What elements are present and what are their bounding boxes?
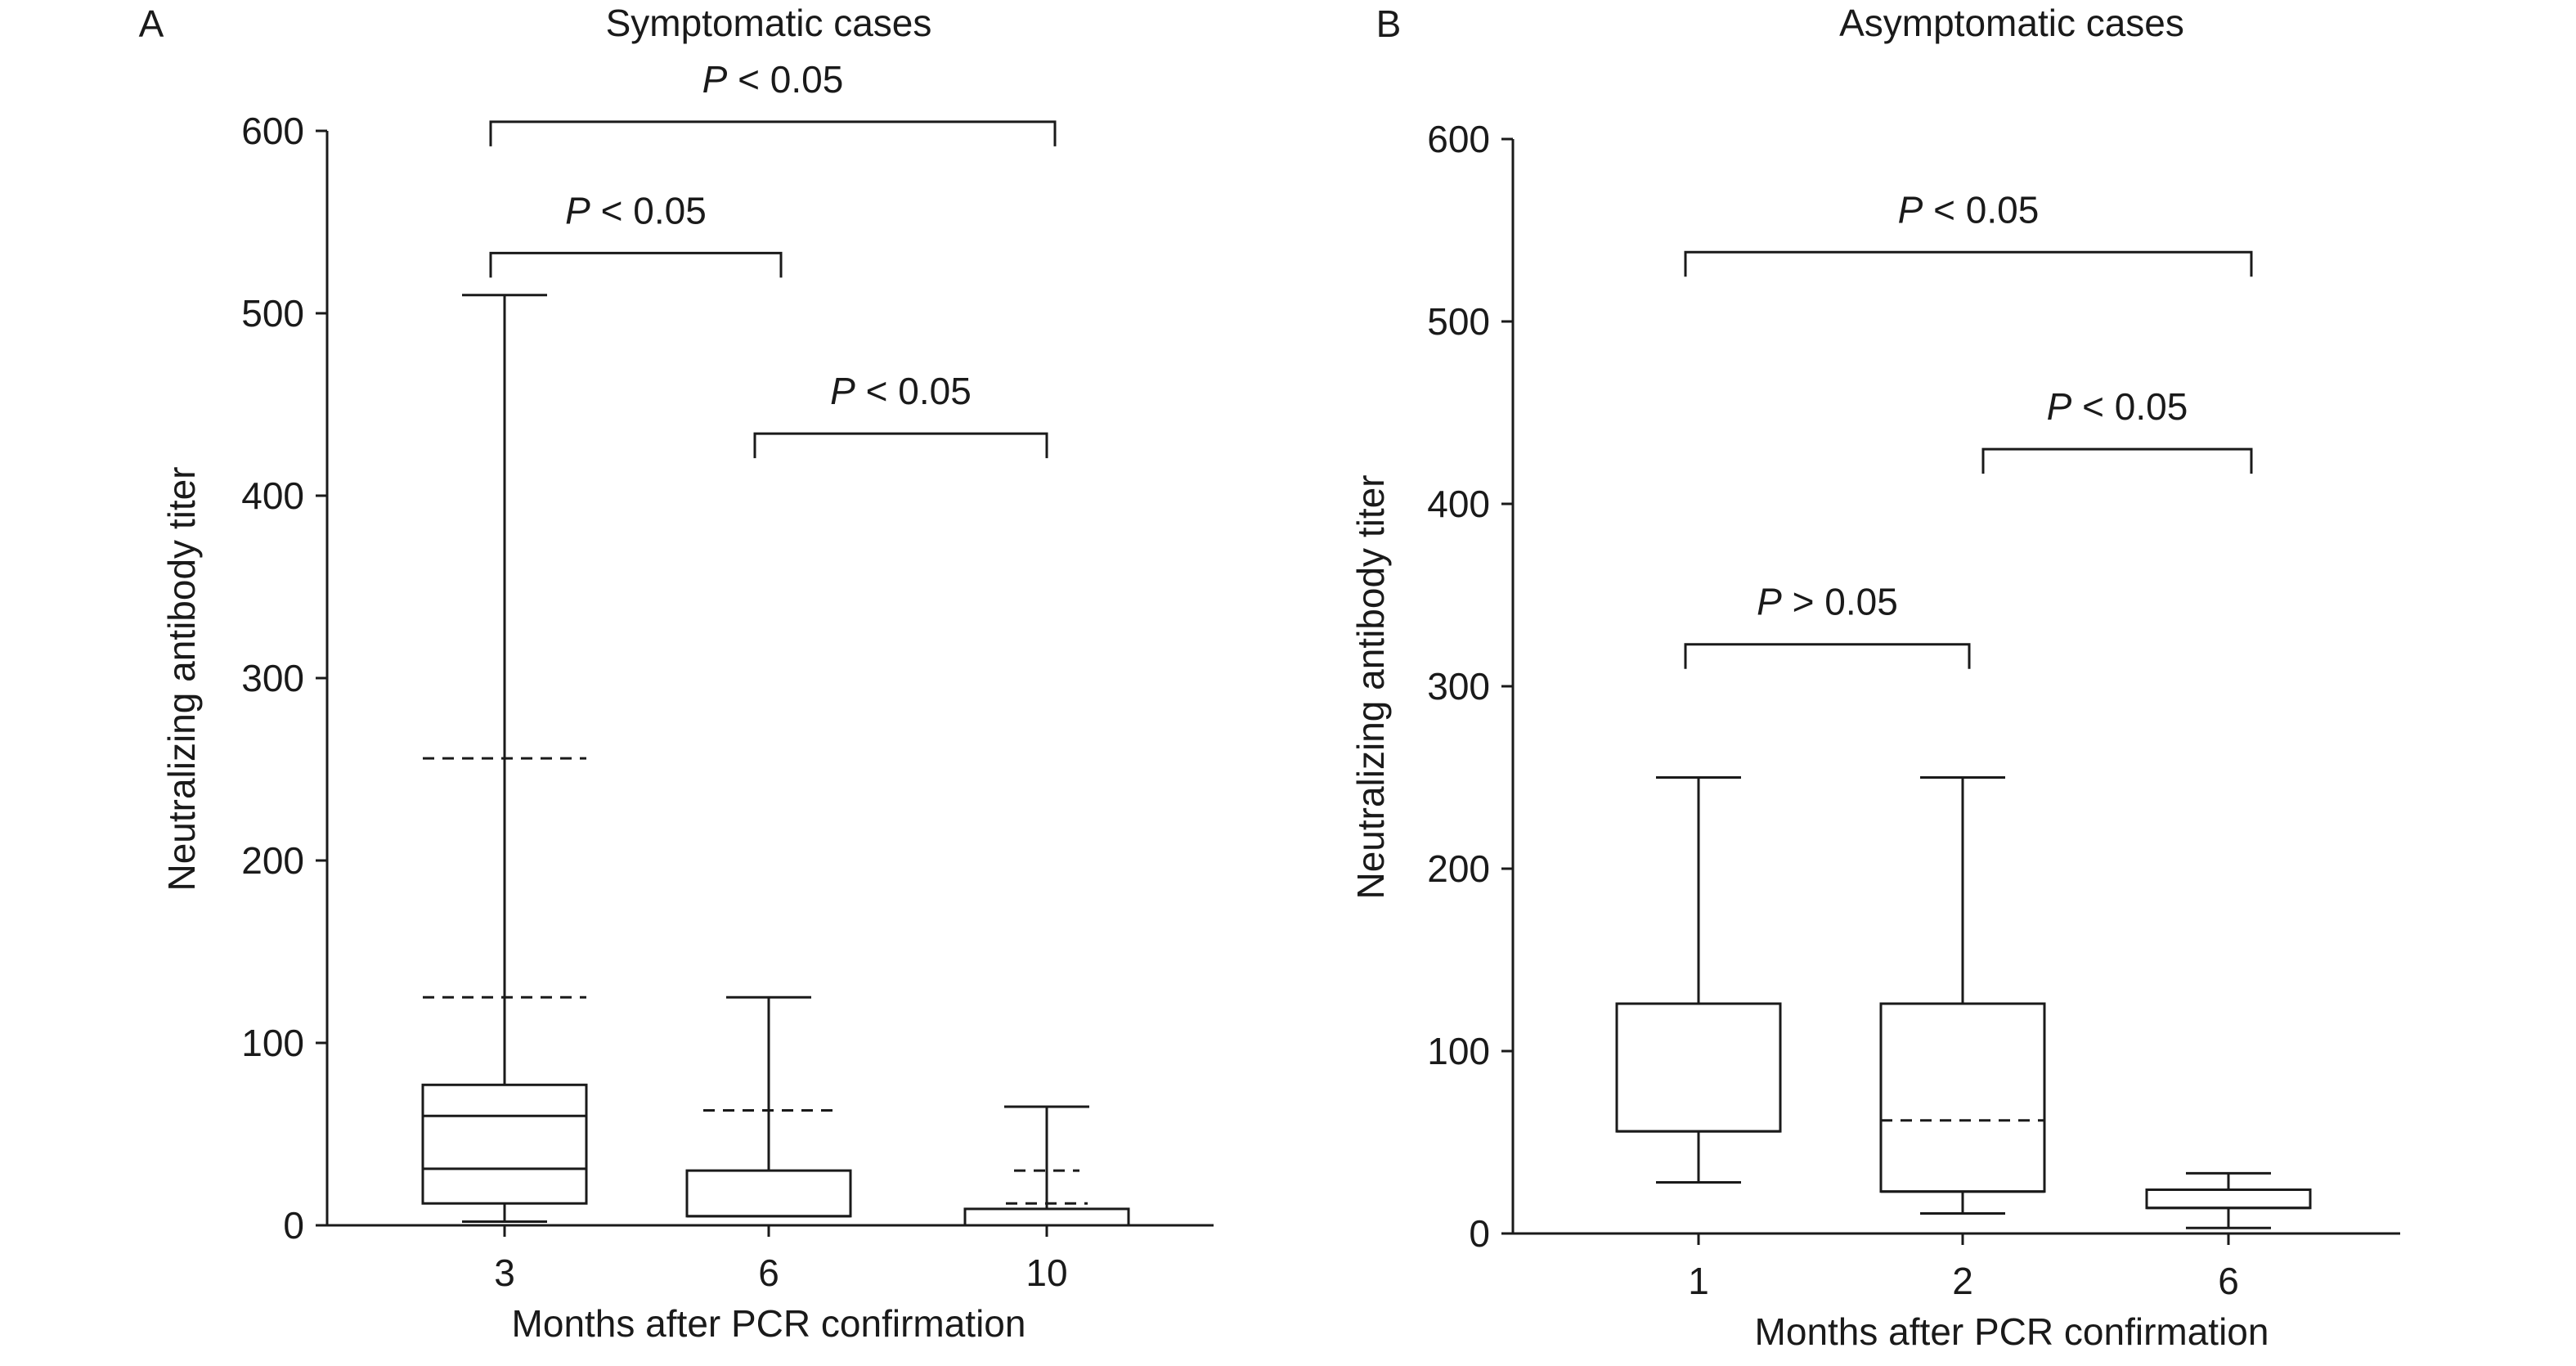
box-10 xyxy=(963,1105,1130,1227)
p-comparison: < 0.05 xyxy=(1923,188,2039,231)
significance-bracket: P < 0.05 xyxy=(1684,188,2253,277)
box-2 xyxy=(1879,776,2046,1215)
bracket-line xyxy=(753,432,1048,459)
panel-label: B xyxy=(1376,2,1402,45)
y-tick-label: 200 xyxy=(241,839,304,882)
significance-bracket: P < 0.05 xyxy=(1981,385,2253,474)
bracket-line xyxy=(1684,643,1971,669)
y-tick-label: 300 xyxy=(241,657,304,699)
p-symbol: P xyxy=(565,189,590,231)
bracket-line xyxy=(1684,250,2253,277)
panel-title: Asymptomatic cases xyxy=(1839,2,2184,44)
x-tick-label: 1 xyxy=(1688,1260,1709,1302)
p-symbol: P xyxy=(2047,385,2072,428)
p-comparison: < 0.05 xyxy=(855,370,972,412)
box-iqr xyxy=(2145,1188,2312,1210)
significance-bracket: P < 0.05 xyxy=(753,370,1048,459)
y-tick-label: 300 xyxy=(1427,665,1490,708)
x-axis-label: Months after PCR confirmation xyxy=(1755,1310,2269,1353)
box-iqr xyxy=(685,1169,852,1218)
significance-bracket: P < 0.05 xyxy=(489,58,1057,146)
bracket-line xyxy=(1981,447,2253,474)
panel-label: A xyxy=(139,2,164,45)
significance-label: P > 0.05 xyxy=(1757,581,1898,623)
bracket-line xyxy=(489,120,1057,146)
y-tick-label: 600 xyxy=(241,110,304,152)
y-tick-label: 600 xyxy=(1427,118,1490,160)
p-comparison: > 0.05 xyxy=(1782,581,1898,623)
y-tick-label: 0 xyxy=(1469,1212,1490,1255)
y-tick-label: 400 xyxy=(1427,483,1490,525)
y-tick-label: 100 xyxy=(1427,1030,1490,1072)
x-tick-label: 2 xyxy=(1952,1260,1973,1302)
y-tick-label: 500 xyxy=(1427,300,1490,343)
x-tick-label: 3 xyxy=(494,1251,515,1294)
p-comparison: < 0.05 xyxy=(590,189,707,231)
p-symbol: P xyxy=(1757,581,1782,623)
significance-bracket: P < 0.05 xyxy=(489,189,783,278)
y-tick-label: 200 xyxy=(1427,847,1490,890)
y-tick-label: 500 xyxy=(241,292,304,335)
panel-b: B Asymptomatic cases 0 100 200 300 400 500 600 1 2… xyxy=(1349,2,2400,1353)
significance-label: P < 0.05 xyxy=(565,189,707,231)
box-6 xyxy=(685,995,852,1218)
p-symbol: P xyxy=(702,58,728,101)
significance-bracket: P > 0.05 xyxy=(1684,581,1971,669)
x-axis-label: Months after PCR confirmation xyxy=(512,1302,1026,1345)
box-iqr xyxy=(963,1207,1130,1227)
box-iqr xyxy=(1879,1002,2046,1193)
p-comparison: < 0.05 xyxy=(727,58,843,101)
x-tick-label: 10 xyxy=(1025,1251,1067,1294)
box-iqr xyxy=(1615,1002,1782,1133)
bracket-line xyxy=(489,251,783,278)
p-comparison: < 0.05 xyxy=(2071,385,2188,428)
y-axis-label: Neutralizing antibody titer xyxy=(1349,474,1392,899)
y-tick-label: 0 xyxy=(283,1204,304,1247)
box-3 xyxy=(421,294,588,1224)
y-tick-label: 400 xyxy=(241,474,304,517)
panel-title: Symptomatic cases xyxy=(606,2,932,44)
box-1 xyxy=(1615,776,1782,1184)
box-6 xyxy=(2145,1171,2312,1229)
p-symbol: P xyxy=(830,370,855,412)
y-tick-label: 100 xyxy=(241,1022,304,1064)
panel-a: A Symptomatic cases 0 100 200 300 400 500 600 3 6 1… xyxy=(139,2,1214,1345)
p-symbol: P xyxy=(1898,188,1923,231)
x-tick-label: 6 xyxy=(2218,1260,2239,1302)
box-iqr xyxy=(421,1083,588,1205)
significance-label: P < 0.05 xyxy=(830,370,972,412)
x-tick-label: 6 xyxy=(758,1251,779,1294)
significance-label: P < 0.05 xyxy=(2047,385,2188,428)
y-axis-label: Neutralizing antibody titer xyxy=(160,466,203,891)
significance-label: P < 0.05 xyxy=(702,58,844,101)
significance-label: P < 0.05 xyxy=(1898,188,2040,231)
